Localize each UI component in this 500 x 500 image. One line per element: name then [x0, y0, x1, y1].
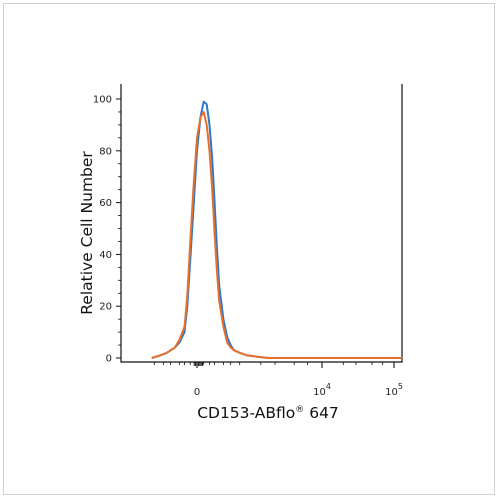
axis-lines	[120, 84, 403, 363]
series-group	[151, 100, 402, 359]
series-line-2	[151, 111, 402, 359]
y-tick-label: 0	[106, 354, 112, 365]
x-axis-title: CD153-ABflo® 647	[197, 404, 339, 422]
x-tick-label: 0	[194, 387, 200, 398]
x-tick-label: 104	[313, 382, 331, 398]
y-tick-label: 80	[99, 146, 112, 157]
y-tick-label: 100	[93, 95, 112, 106]
y-axis-ticks: 0 20 40 60 80 100	[93, 95, 121, 365]
plot-axes	[120, 84, 403, 363]
y-axis-title: Relative Cell Number	[78, 151, 96, 315]
x-tick-label: 105	[385, 382, 403, 398]
y-tick-label: 60	[99, 198, 112, 209]
x-axis-ticks: 0 104 105	[153, 362, 403, 398]
y-tick-label: 40	[99, 250, 112, 261]
figure-frame	[3, 3, 495, 495]
y-tick-label: 20	[99, 302, 112, 313]
series-line-1	[151, 100, 402, 359]
